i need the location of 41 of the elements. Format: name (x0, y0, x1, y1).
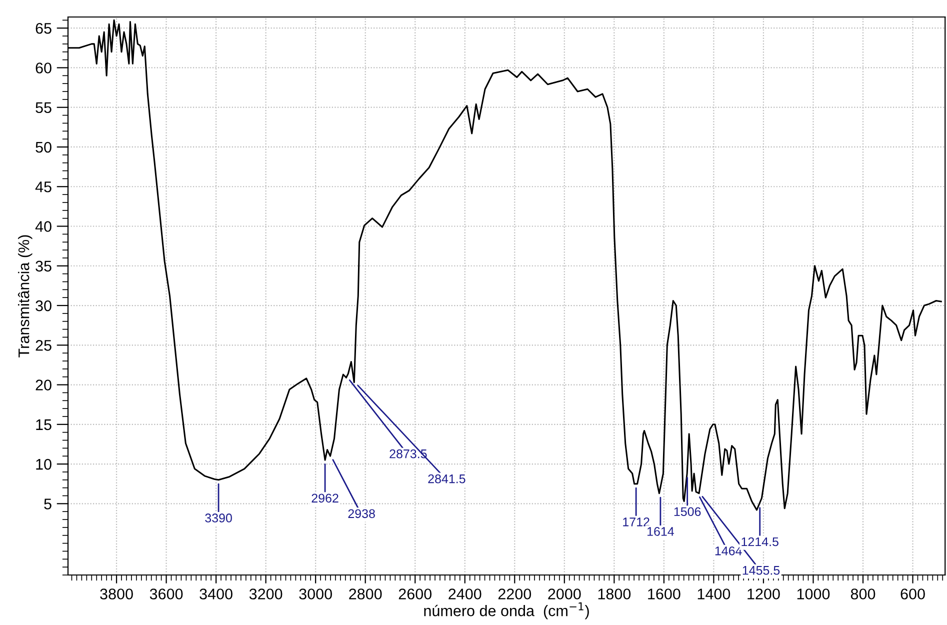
y-axis-title: Transmitância (%) (18, 235, 32, 358)
y-tick-label: 55 (36, 102, 52, 114)
x-tick-label: 1600 (648, 588, 680, 600)
annotation: 1464 (715, 546, 742, 556)
x-tick-label: 3600 (150, 588, 183, 600)
x-tick-label: 1800 (598, 588, 631, 600)
y-tick-label: 10 (36, 458, 52, 470)
annotation: 1614 (648, 527, 674, 536)
y-tick-label: 35 (36, 260, 52, 272)
x-tick-label: 1200 (748, 588, 780, 600)
annotation: 2841.5 (428, 474, 466, 484)
annotation: 1455.5 (742, 566, 780, 575)
y-tick-label: 15 (36, 419, 52, 430)
x-tick-label: 3200 (249, 588, 282, 600)
x-tick-label: 2600 (398, 588, 432, 600)
y-tick-label: 5 (44, 498, 52, 510)
y-tick-label: 20 (36, 380, 52, 390)
y-tick-label: 40 (35, 221, 52, 232)
x-tick-label: 800 (850, 588, 876, 600)
x-tick-label: 600 (900, 588, 925, 600)
y-tick-label: 50 (36, 142, 52, 153)
x-tick-label: 3000 (299, 588, 332, 600)
x-tick-label: 2800 (349, 588, 382, 600)
annotation: 1214.5 (742, 537, 778, 546)
y-tick-label: 25 (36, 340, 52, 351)
x-tick-label: 3800 (100, 588, 133, 600)
x-axis-title: número de onda (cm$^{−1}$) (424, 602, 589, 620)
annotation: 3390 (205, 514, 232, 522)
annotation: 2938 (348, 509, 375, 518)
x-tick-label: 2000 (548, 588, 581, 600)
x-tick-label: 1400 (698, 588, 730, 600)
y-tick-label: 60 (36, 62, 52, 74)
x-tick-label: 3400 (200, 588, 232, 600)
x-tick-label: 1000 (797, 588, 830, 600)
annotation: 2962 (312, 494, 338, 503)
y-tick-label: 30 (36, 300, 52, 312)
y-tick-label: 45 (35, 182, 52, 192)
y-tick-label: 65 (36, 22, 52, 34)
x-tick-label: 2200 (498, 588, 532, 600)
x-tick-label: 2400 (448, 588, 482, 600)
annotation: 1506 (674, 507, 701, 516)
